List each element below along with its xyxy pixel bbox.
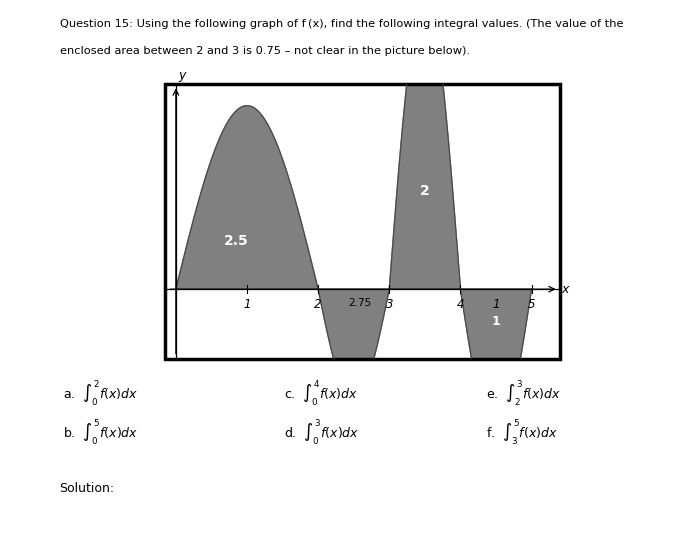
Text: x: x [561, 282, 569, 296]
Text: Question 15: Using the following graph of f (x), find the following integral val: Question 15: Using the following graph o… [60, 19, 623, 30]
Text: 5: 5 [528, 297, 536, 311]
Text: Solution:: Solution: [60, 482, 115, 495]
Text: enclosed area between 2 and 3 is 0.75 – not clear in the picture below).: enclosed area between 2 and 3 is 0.75 – … [60, 46, 470, 56]
Text: y: y [178, 69, 186, 82]
Text: b.  $\int_0^5 f(x)dx$: b. $\int_0^5 f(x)dx$ [63, 417, 139, 447]
Text: 4: 4 [456, 297, 464, 311]
Text: e.  $\int_2^3 f(x)dx$: e. $\int_2^3 f(x)dx$ [486, 378, 561, 408]
Text: 2.75: 2.75 [348, 297, 371, 307]
Text: 1: 1 [491, 315, 500, 329]
Text: 3: 3 [386, 297, 393, 311]
Text: f.  $\int_3^5 f(x)dx$: f. $\int_3^5 f(x)dx$ [486, 417, 559, 447]
Text: 2: 2 [314, 297, 322, 311]
Text: 2.5: 2.5 [224, 233, 248, 247]
Text: 1: 1 [244, 297, 251, 311]
Text: a.  $\int_0^2 f(x)dx$: a. $\int_0^2 f(x)dx$ [63, 378, 138, 408]
Text: 1: 1 [492, 297, 500, 311]
Text: 2: 2 [420, 184, 430, 198]
Text: c.  $\int_0^4 f(x)dx$: c. $\int_0^4 f(x)dx$ [284, 378, 358, 408]
Bar [165, 84, 560, 359]
Text: d.  $\int_0^3 f(x)dx$: d. $\int_0^3 f(x)dx$ [284, 417, 359, 447]
